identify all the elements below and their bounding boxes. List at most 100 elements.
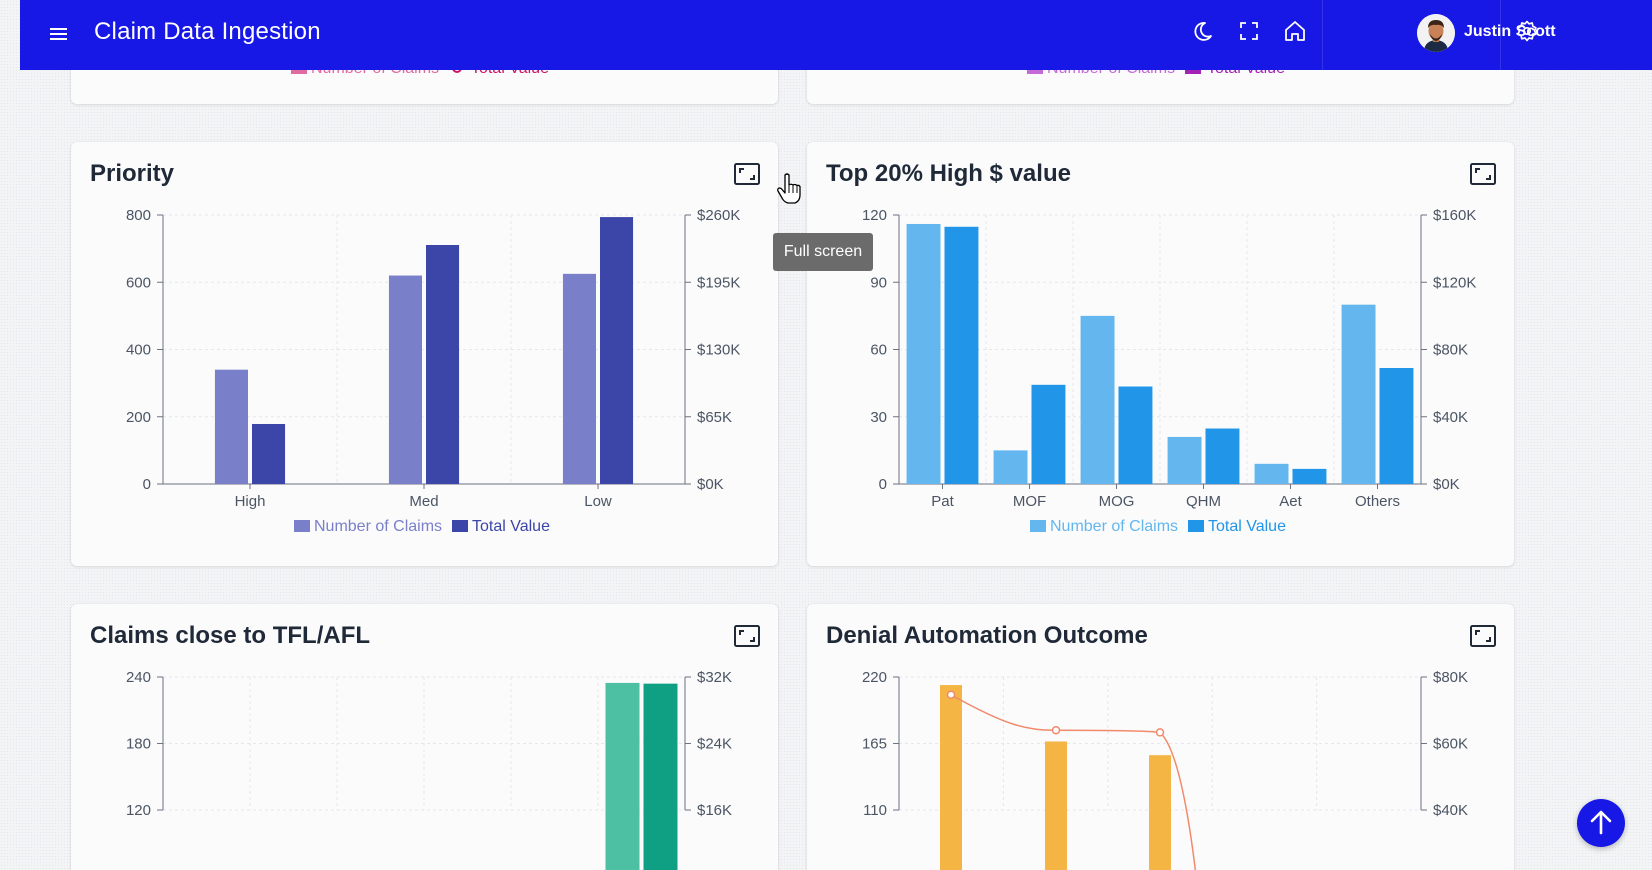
x-tick-label: High: [235, 493, 266, 510]
bar-outcome: [940, 685, 962, 870]
bar-claims: [1341, 304, 1376, 484]
chart-card-top20: Top 20% High $ value 0 30 60 90 120 $0K $40K $8…: [807, 142, 1514, 566]
x-tick-label: Others: [1355, 493, 1400, 510]
y-tick-label: 0: [143, 476, 151, 493]
y-tick-label: 200: [126, 409, 151, 426]
app-title: Claim Data Ingestion: [94, 18, 321, 45]
bar-value: [944, 226, 979, 485]
x-tick-label: MOF: [1013, 493, 1046, 510]
y2-tick-label: $0K: [697, 476, 724, 493]
y-tick-label: 800: [126, 207, 151, 224]
fullscreen-icon[interactable]: [1236, 18, 1262, 44]
y2-tick-label: $80K: [1433, 669, 1468, 686]
legend-swatch-value: [452, 520, 468, 532]
line-point: [1051, 725, 1061, 735]
bar-claims: [1254, 463, 1289, 484]
legend-swatch-claims: [294, 520, 310, 532]
bar-claims: [605, 682, 640, 870]
legend-label-claims: Number of Claims: [1050, 518, 1178, 535]
y2-tick-label: $120K: [1433, 274, 1476, 291]
bar-value: [1118, 386, 1153, 484]
header-divider: [1322, 0, 1323, 70]
bar-outcome: [1149, 755, 1171, 870]
y-tick-label: 400: [126, 342, 151, 359]
y2-tick-label: $65K: [697, 409, 732, 426]
y2-tick-label: $80K: [1433, 342, 1468, 359]
bar-claims: [1167, 436, 1202, 484]
bar-value: [252, 423, 286, 484]
y-tick-label: 240: [126, 669, 151, 686]
y-tick-label: 120: [126, 802, 151, 819]
gear-icon[interactable]: [1514, 18, 1540, 44]
x-tick-label: Aet: [1279, 493, 1302, 510]
user-name[interactable]: Justin Scott: [1464, 23, 1556, 40]
chart-card-denial-outcome: Denial Automation Outcome 110 165 220 $40K $…: [807, 604, 1514, 870]
tfl-afl-bar-chart: 120 180 240 $16K $24K $32K: [126, 669, 732, 870]
chart-title: Denial Automation Outcome: [826, 622, 1148, 649]
chart-title: Priority: [90, 160, 175, 187]
y-tick-label: 600: [126, 274, 151, 291]
bar-value: [1031, 384, 1066, 484]
legend-swatch-claims: [1030, 520, 1046, 532]
hand-cursor-icon: [776, 172, 802, 206]
menu-icon[interactable]: [48, 22, 70, 46]
avatar[interactable]: [1417, 14, 1455, 52]
fullscreen-icon[interactable]: [1469, 162, 1497, 186]
fullscreen-tooltip: Full screen: [773, 233, 873, 271]
y2-tick-label: $32K: [697, 669, 732, 686]
top20-bar-chart: 0 30 60 90 120 $0K $40K $80K $120K $160K Pat MOF MOG…: [862, 207, 1476, 535]
home-icon[interactable]: [1282, 18, 1308, 44]
y-tick-label: 90: [870, 274, 887, 291]
legend-label-value: Total Value: [472, 518, 550, 535]
chart-card-priority: Priority 0 200 400 600 800 $0K $65K $130K $195K $…: [71, 142, 778, 566]
y2-tick-label: $16K: [697, 802, 732, 819]
bar-value: [1205, 428, 1240, 484]
y-tick-label: 0: [879, 476, 887, 493]
bar-value: [1292, 468, 1327, 484]
legend-label-claims: Number of Claims: [314, 518, 442, 535]
denial-outcome-chart: 110 165 220 $40K $60K $80K: [862, 669, 1468, 870]
bar-value: [600, 217, 634, 485]
y2-tick-label: $195K: [697, 274, 740, 291]
fullscreen-icon[interactable]: [733, 162, 761, 186]
chart-card-tfl-afl: Claims close to TFL/AFL 120 180 240 $16K $24…: [71, 604, 778, 870]
x-tick-label: Pat: [931, 493, 954, 510]
bar-claims: [906, 223, 941, 484]
y-tick-label: 220: [862, 669, 887, 686]
bar-outcome: [1045, 741, 1067, 870]
fullscreen-icon[interactable]: [733, 624, 761, 648]
y2-tick-label: $40K: [1433, 802, 1468, 819]
y2-tick-label: $260K: [697, 207, 740, 224]
scroll-to-top-button[interactable]: [1577, 799, 1625, 847]
y-tick-label: 60: [870, 342, 887, 359]
priority-bar-chart: 0 200 400 600 800 $0K $65K $130K $195K $260K High M…: [126, 207, 740, 535]
y2-tick-label: $60K: [1433, 736, 1468, 753]
x-tick-label: Med: [409, 493, 438, 510]
x-tick-label: QHM: [1186, 493, 1221, 510]
x-tick-label: Low: [584, 493, 612, 510]
x-tick-label: MOG: [1099, 493, 1135, 510]
line-point: [946, 690, 956, 699]
bar-claims: [388, 275, 422, 484]
y2-tick-label: $24K: [697, 736, 732, 753]
fullscreen-icon[interactable]: [1469, 624, 1497, 648]
bar-value: [1379, 367, 1414, 484]
y2-tick-label: $160K: [1433, 207, 1476, 224]
moon-icon[interactable]: [1190, 18, 1216, 44]
line-outcome: [950, 694, 1197, 870]
app-header: Claim Data Ingestion Justin Scott: [20, 0, 1652, 70]
y-tick-label: 110: [863, 802, 887, 819]
y-tick-label: 180: [126, 736, 151, 753]
legend-label-value: Total Value: [1208, 518, 1286, 535]
arrow-up-icon: [1590, 810, 1612, 835]
bar-value: [426, 245, 460, 484]
bar-value: [643, 683, 678, 870]
y2-tick-label: $130K: [697, 342, 740, 359]
y-tick-label: 30: [870, 409, 887, 426]
chart-title: Claims close to TFL/AFL: [90, 622, 371, 649]
header-divider: [1500, 0, 1501, 70]
chart-title: Top 20% High $ value: [826, 160, 1071, 187]
bar-claims: [214, 369, 248, 484]
line-point: [1155, 728, 1165, 737]
bar-claims: [1080, 315, 1115, 484]
